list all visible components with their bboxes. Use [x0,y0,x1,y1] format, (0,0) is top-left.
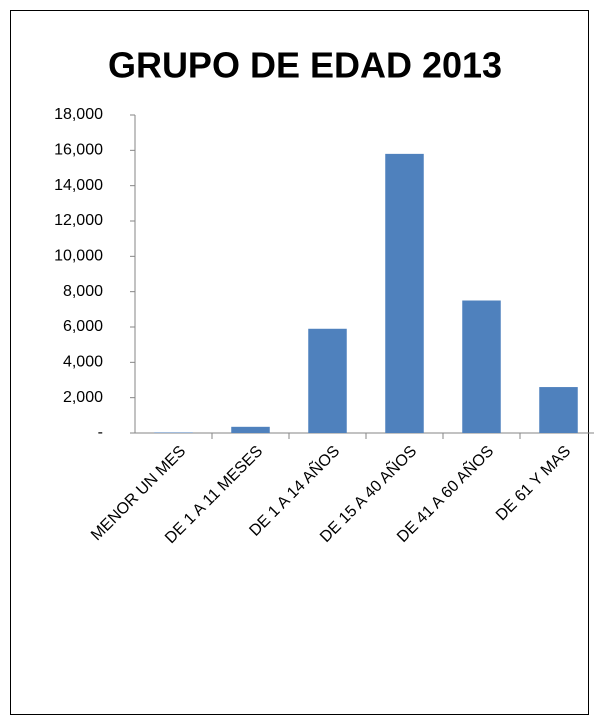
y-tick-label: 14,000 [54,177,103,194]
y-tick-label: - [98,424,103,441]
y-tick-label: 18,000 [54,106,103,123]
bar [462,300,501,433]
bar [154,432,193,433]
bar [231,426,270,433]
y-tick-label: 10,000 [54,248,103,265]
y-tick-label: 4,000 [63,354,103,371]
y-tick-label: 6,000 [63,318,103,335]
bar [539,387,578,433]
bar [308,328,347,433]
chart-title: GRUPO DE EDAD 2013 [108,45,502,86]
bar [385,153,424,433]
y-tick-label: 8,000 [63,283,103,300]
y-tick-label: 2,000 [63,389,103,406]
y-tick-label: 16,000 [54,142,103,159]
y-tick-label: 12,000 [54,212,103,229]
